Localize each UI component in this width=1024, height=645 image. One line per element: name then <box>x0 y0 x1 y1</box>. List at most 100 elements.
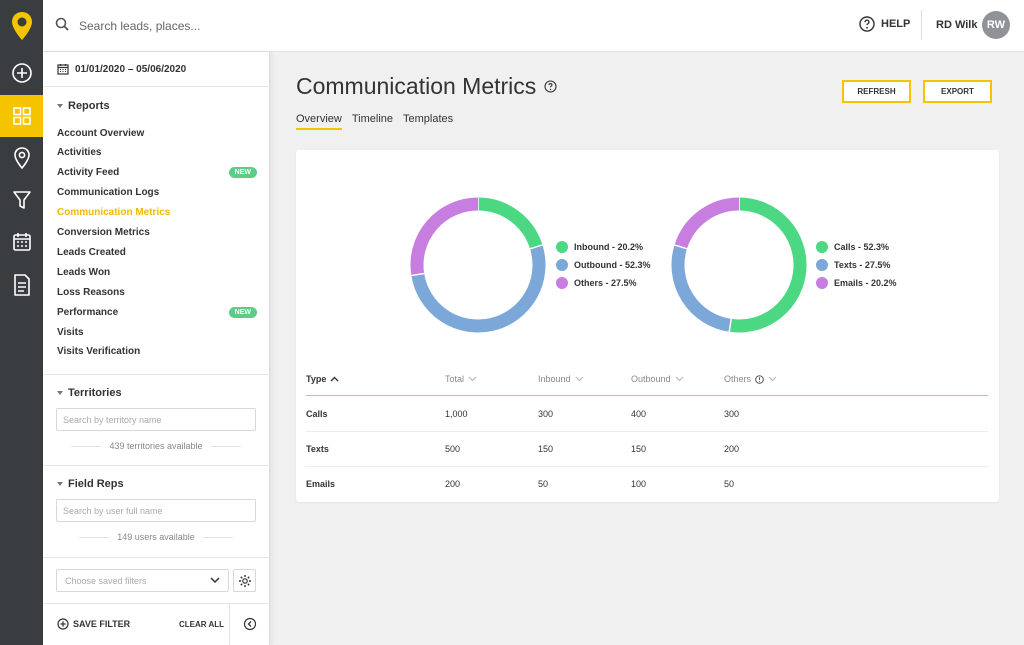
caret-down-icon <box>57 482 63 486</box>
legend-label: Others - 27.5% <box>574 278 637 288</box>
table-cell: 200 <box>445 479 461 489</box>
report-item[interactable]: Communication Logs <box>57 184 257 202</box>
legend-swatch <box>816 259 828 271</box>
legend-label: Inbound - 20.2% <box>574 242 644 252</box>
report-item[interactable]: Loss Reasons <box>57 283 257 301</box>
report-item[interactable]: Conversion Metrics <box>57 224 257 242</box>
tab-overview[interactable]: Overview <box>296 113 342 130</box>
legend-item: Calls - 52.3% <box>816 238 897 256</box>
calendar-icon[interactable] <box>0 221 43 263</box>
avatar[interactable]: RW <box>982 11 1010 39</box>
row-type-cell: Calls <box>306 409 328 419</box>
report-item-label: Activity Feed <box>57 167 120 179</box>
table-cell: 1,000 <box>445 409 468 419</box>
calendar-icon <box>57 64 69 75</box>
divider <box>43 86 270 87</box>
table-cell: 300 <box>724 409 740 419</box>
report-item[interactable]: Visits Verification <box>57 343 257 361</box>
map-pin-icon[interactable] <box>0 137 43 179</box>
help-button[interactable]: HELP <box>859 16 910 32</box>
info-icon <box>755 374 764 384</box>
reports-section-toggle[interactable]: Reports <box>57 100 110 112</box>
report-item[interactable]: Leads Won <box>57 263 257 281</box>
column-header-type[interactable]: Type <box>306 374 339 384</box>
clear-all-button[interactable]: CLEAR ALL <box>179 620 225 629</box>
top-bar: HELP RD Wilk RW <box>43 0 1024 52</box>
gear-icon <box>238 574 251 587</box>
donut-slice-emails <box>674 197 740 250</box>
icon-rail <box>0 0 43 645</box>
export-button[interactable]: EXPORT <box>923 80 992 103</box>
page-title: Communication Metrics <box>296 73 557 100</box>
divider <box>43 557 270 558</box>
report-item[interactable]: Communication Metrics <box>57 204 257 222</box>
territory-search-input[interactable] <box>56 408 256 431</box>
tab-timeline[interactable]: Timeline <box>351 113 394 125</box>
donut-slice-others <box>410 197 479 276</box>
row-divider <box>306 466 988 467</box>
table-cell: 50 <box>724 479 735 489</box>
search-icon[interactable] <box>55 17 69 36</box>
slice-separator <box>529 244 543 250</box>
date-range-picker[interactable]: 01/01/2020 – 05/06/2020 <box>57 63 186 75</box>
filter-icon[interactable] <box>0 179 43 221</box>
metrics-card: Inbound - 20.2% Outbound - 52.3% Others - … <box>296 150 999 502</box>
chevron-left-circle-icon <box>243 617 257 631</box>
territories-section-toggle[interactable]: Territories <box>57 387 122 399</box>
column-header-label: Total <box>445 374 465 384</box>
collapse-sidebar-button[interactable] <box>243 617 257 636</box>
column-header-inbound[interactable]: Inbound <box>538 374 584 384</box>
saved-filters-placeholder: Choose saved filters <box>65 575 147 586</box>
users-available: 149 users available <box>56 532 256 542</box>
reports-title: Reports <box>68 100 110 112</box>
saved-filters-select[interactable]: Choose saved filters <box>56 569 229 592</box>
column-header-outbound[interactable]: Outbound <box>631 374 684 384</box>
report-item[interactable]: Leads Created <box>57 243 257 261</box>
dashboard-grid-icon[interactable] <box>0 95 43 137</box>
search-input[interactable] <box>79 14 339 38</box>
add-icon[interactable] <box>0 52 43 94</box>
caret-down-icon <box>57 104 63 108</box>
legend-swatch <box>816 241 828 253</box>
legend-label: Calls - 52.3% <box>834 242 890 252</box>
table-cell: 150 <box>631 444 647 454</box>
help-icon[interactable] <box>544 80 557 93</box>
report-item-label: Account Overview <box>57 127 145 139</box>
legend-label: Emails - 20.2% <box>834 278 897 288</box>
report-item[interactable]: Activity Feed NEW <box>57 164 257 182</box>
donut-slice-calls <box>729 197 807 333</box>
legend-item: Texts - 27.5% <box>816 256 897 274</box>
column-header-label: Inbound <box>538 374 571 384</box>
report-item[interactable]: Visits <box>57 323 257 341</box>
tab-templates[interactable]: Templates <box>403 113 454 125</box>
field-reps-title: Field Reps <box>68 478 124 490</box>
column-header-label: Others <box>724 374 752 384</box>
column-header-others[interactable]: Others <box>724 374 777 384</box>
report-item-label: Communication Logs <box>57 187 160 199</box>
table-cell: 150 <box>538 444 554 454</box>
document-icon[interactable] <box>0 264 43 306</box>
column-header-total[interactable]: Total <box>445 374 477 384</box>
report-item[interactable]: Performance NEW <box>57 303 257 321</box>
logo-pin-icon <box>11 12 32 40</box>
refresh-button[interactable]: REFRESH <box>842 80 911 103</box>
report-item[interactable]: Activities <box>57 144 257 162</box>
direction-legend: Inbound - 20.2% Outbound - 52.3% Others - … <box>556 238 651 292</box>
filter-settings-button[interactable] <box>233 569 256 592</box>
rep-search-input[interactable] <box>56 499 256 522</box>
report-item[interactable]: Account Overview <box>57 124 257 142</box>
row-divider <box>306 431 988 432</box>
field-reps-section-toggle[interactable]: Field Reps <box>57 478 124 490</box>
save-filter-button[interactable]: SAVE FILTER <box>57 618 130 630</box>
chevron-down-icon <box>468 376 477 382</box>
report-item-label: Leads Created <box>57 246 126 258</box>
table-cell: 300 <box>538 409 554 419</box>
table-cell: 50 <box>538 479 549 489</box>
app-logo[interactable] <box>0 0 43 52</box>
help-label: HELP <box>881 18 911 30</box>
legend-swatch <box>556 277 568 289</box>
legend-swatch <box>556 241 568 253</box>
donut-slice-inbound <box>477 197 543 250</box>
legend-label: Outbound - 52.3% <box>574 260 651 270</box>
user-name[interactable]: RD Wilk <box>936 19 978 31</box>
